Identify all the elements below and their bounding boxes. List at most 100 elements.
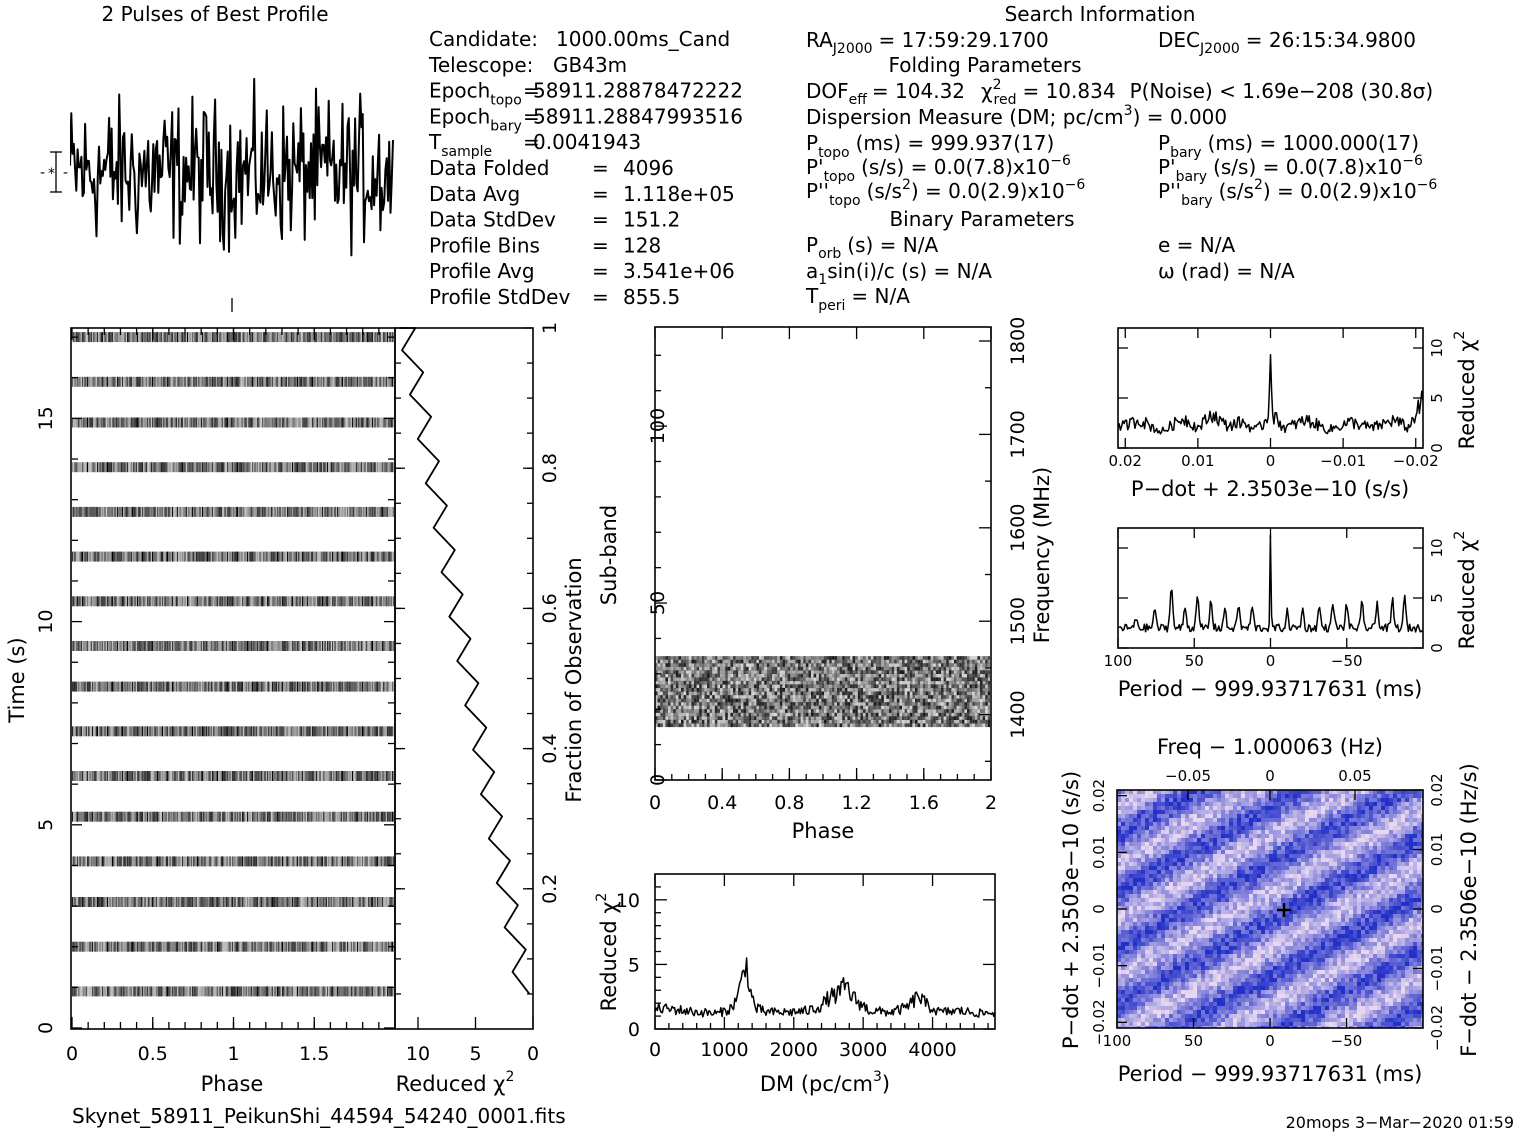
info-row-value: 151.2 bbox=[623, 208, 680, 232]
info-row: Epochtopo bbox=[429, 79, 522, 109]
subband-row bbox=[655, 705, 990, 710]
dm-tick-label: 2000 bbox=[770, 1039, 818, 1061]
chi2-fraction-frame bbox=[394, 327, 534, 1030]
pdot-xlabel: P−dot + 2.3503e−10 (s/s) bbox=[1131, 477, 1409, 501]
search-info-title: Search Information bbox=[1005, 2, 1196, 26]
ppd-ylabel: P−dot + 2.3503e−10 (s/s) bbox=[1059, 771, 1083, 1049]
phase-tick-label: 0.8 bbox=[774, 792, 804, 814]
info-row-value: 1.118e+05 bbox=[623, 182, 735, 206]
freq-top-xlabel: Freq − 1.000063 (Hz) bbox=[1157, 735, 1383, 759]
dec-line: DECJ2000 = 26:15:34.9800 bbox=[1158, 28, 1416, 57]
pddot-topo-line: P''topo (s/s2) = 0.0(2.9)x10−6 bbox=[806, 177, 1085, 209]
time-row bbox=[72, 641, 394, 651]
pdot-topo-line: P'topo (s/s) = 0.0(7.8)x10−6 bbox=[806, 153, 1071, 185]
periodchi-tick-label: 0 bbox=[1428, 643, 1446, 653]
pbary-line: Pbary (ms) = 1000.000(17) bbox=[1158, 131, 1419, 161]
footer-timestamp: 20mops 3−Mar−2020 01:59 bbox=[1286, 1113, 1514, 1132]
info-row-sep: = bbox=[523, 130, 540, 154]
subband-row bbox=[655, 656, 990, 660]
chi2-fraction-xlabel: Reduced χ2 bbox=[396, 1069, 515, 1096]
pdot-tick-label: 0.02 bbox=[1109, 452, 1142, 470]
subband-row bbox=[655, 659, 990, 664]
footer-filename: Skynet_58911_PeikunShi_44594_54240_0001.… bbox=[72, 1104, 566, 1128]
subband-tick-label: 0 bbox=[647, 774, 669, 786]
subband-row bbox=[655, 691, 990, 696]
subband-row bbox=[655, 716, 990, 720]
info-row-value: GB43m bbox=[553, 53, 627, 77]
info-row-sep: = bbox=[592, 208, 609, 232]
chi2-tick-label: 0 bbox=[527, 1043, 539, 1065]
fdot-tick-label: 0.02 bbox=[1428, 773, 1446, 806]
info-row: Data Folded bbox=[429, 156, 549, 180]
info-row: Telescope: bbox=[428, 53, 533, 77]
fraction-tick-label: 0.6 bbox=[539, 593, 561, 623]
info-row: Profile StdDev bbox=[429, 285, 570, 309]
fraction-tick-label: 0.4 bbox=[539, 733, 561, 763]
time-row bbox=[72, 596, 394, 607]
freq-tick-label: 1500 bbox=[1007, 597, 1029, 645]
subband-ylabel: Sub-band bbox=[597, 505, 621, 605]
freq-tick-label: 1800 bbox=[1007, 317, 1029, 365]
time-row bbox=[72, 897, 394, 907]
chi2-fraction-plot: 10 5 0 0.2 0.4 0.6 0.8 1 Reduced χ2 Fraction of… bbox=[394, 322, 586, 1096]
pdot-tick-label: −0.01 bbox=[1320, 452, 1366, 470]
ppd-y-tick-label: −0.02 bbox=[1090, 999, 1108, 1045]
dm-tick-label: 0 bbox=[649, 1039, 661, 1061]
phase-tick-label: 1.2 bbox=[841, 792, 871, 814]
time-row bbox=[72, 811, 394, 822]
subband-row bbox=[655, 673, 990, 678]
period-ylabel: Reduced χ2 bbox=[1452, 531, 1479, 650]
ppd-x-tick-label: 0 bbox=[1265, 1032, 1275, 1050]
info-row-sep: = bbox=[592, 182, 609, 206]
info-row-value: 4096 bbox=[623, 156, 674, 180]
period-chi2-plot: 100 50 0 −50 0 5 10 Period − 999.93717631 (ms)… bbox=[1104, 527, 1479, 701]
info-row: Epochbary bbox=[429, 104, 522, 134]
svg-text:-: - bbox=[63, 165, 68, 181]
info-row: Profile Bins bbox=[429, 233, 540, 257]
info-row-value: 3.541e+06 bbox=[623, 259, 735, 283]
time-phase-ylabel: Time (s) bbox=[5, 637, 29, 723]
subband-phase-plot: 0 0.4 0.8 1.2 1.6 2 0 50 100 1400 1500 1600 1700 1800… bbox=[597, 317, 1054, 843]
fdot-tick-label: 0 bbox=[1428, 904, 1446, 914]
fdot-tick-label: −0.02 bbox=[1428, 1005, 1446, 1051]
info-row: Tsample bbox=[428, 130, 492, 160]
time-row bbox=[72, 462, 394, 473]
time-phase-frame bbox=[70, 327, 396, 1030]
pdot-ylabel: Reduced χ2 bbox=[1452, 331, 1479, 450]
subband-row bbox=[655, 677, 990, 682]
time-row bbox=[72, 681, 394, 692]
time-phase-xlabel: Phase bbox=[201, 1072, 264, 1096]
folding-params-title: Folding Parameters bbox=[888, 53, 1081, 77]
fraction-curve bbox=[399, 327, 531, 995]
subband-row bbox=[655, 663, 990, 667]
p-pdot-plane: 100 50 0 −50 −0.02 −0.01 0 0.01 0.02 −0.05 0 0.05 0.… bbox=[1059, 735, 1481, 1086]
dm-frame bbox=[654, 873, 996, 1030]
pdotchi-tick-label: 0 bbox=[1428, 443, 1446, 453]
pdotchi-tick-label: 10 bbox=[1428, 338, 1446, 357]
dmchi-tick-label: 10 bbox=[616, 890, 640, 912]
phase-tick-label: 2 bbox=[985, 792, 997, 814]
pdotchi-tick-label: 5 bbox=[1428, 393, 1446, 403]
pdot-tick-label: 0 bbox=[1266, 452, 1276, 470]
search-info-block: RAJ2000 = 17:59:29.1700 DECJ2000 = 26:15:3… bbox=[805, 28, 1437, 314]
time-row bbox=[72, 771, 394, 781]
time-row bbox=[72, 417, 394, 428]
periodchi-tick-label: 10 bbox=[1428, 538, 1446, 557]
time-tick-label: 10 bbox=[35, 610, 57, 634]
ra-line: RAJ2000 = 17:59:29.1700 bbox=[806, 28, 1049, 57]
pdot-tick-label: 0.01 bbox=[1181, 452, 1214, 470]
periodchi-tick-label: 5 bbox=[1428, 593, 1446, 603]
freq-tick-label: 1700 bbox=[1007, 410, 1029, 458]
freq-tick-label: 1600 bbox=[1007, 504, 1029, 552]
ppd-y-tick-label: 0.02 bbox=[1090, 779, 1108, 812]
fraction-tick-label: 0.8 bbox=[539, 453, 561, 483]
subband-row bbox=[655, 702, 990, 706]
phase-tick-label: 0.5 bbox=[138, 1043, 168, 1065]
subband-xlabel: Phase bbox=[792, 819, 855, 843]
ppd-xlabel: Period − 999.93717631 (ms) bbox=[1118, 1062, 1423, 1086]
dm-ylabel: Reduced χ2 bbox=[594, 893, 621, 1012]
period-xlabel: Period − 999.93717631 (ms) bbox=[1118, 677, 1423, 701]
porb-line: Porb (s) = N/A bbox=[806, 233, 938, 262]
chi2-tick-label: 10 bbox=[406, 1043, 430, 1065]
time-tick-label: 15 bbox=[35, 406, 57, 430]
